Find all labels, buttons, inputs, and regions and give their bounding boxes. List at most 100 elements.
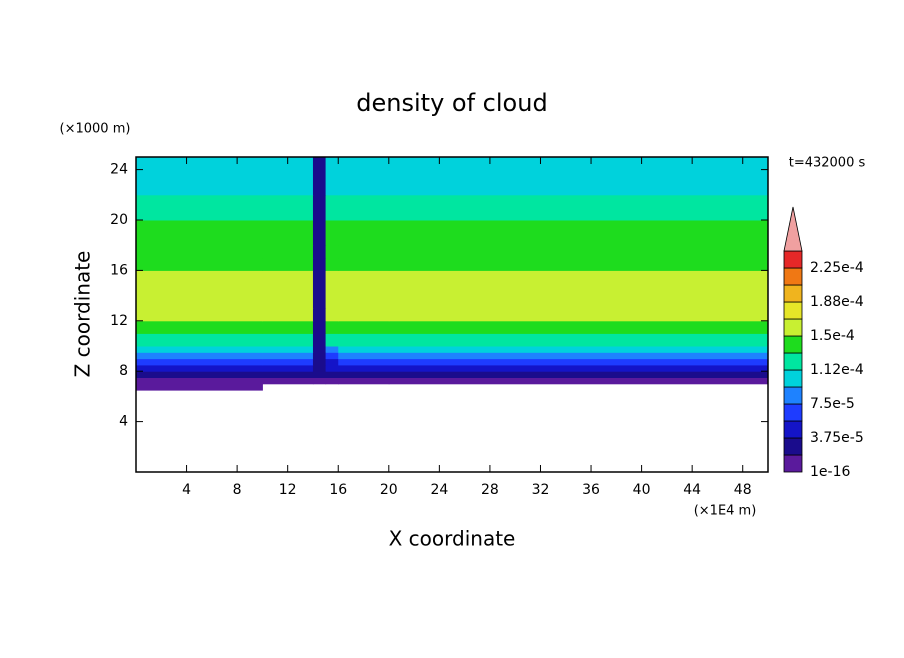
contour-cell (325, 157, 339, 196)
colorbar-box (783, 386, 803, 405)
y-tick-label: 8 (119, 363, 128, 379)
colorbar-box (783, 318, 803, 337)
contour-cell (325, 194, 339, 221)
contour-cell (262, 377, 314, 385)
colorbar-box (783, 267, 803, 286)
y-axis-unit: (×1000 m) (60, 122, 131, 137)
contour-cell (262, 364, 314, 372)
y-tick-label: 20 (110, 212, 128, 228)
colorbar-box (783, 403, 803, 422)
x-tick-label: 4 (182, 482, 191, 498)
contour-cell (312, 364, 327, 372)
contour-cell (136, 194, 263, 221)
x-tick-label: 8 (233, 482, 242, 498)
contour-cell (325, 352, 339, 360)
contour-cell (388, 371, 769, 378)
y-axis-label: Z coordinate (71, 251, 95, 378)
contour-cell (325, 364, 339, 372)
contour-cell (262, 320, 314, 334)
colorbar-box (783, 437, 803, 456)
contour-cell (136, 383, 263, 391)
contour-cell (338, 358, 390, 366)
contour-cell (262, 352, 314, 360)
contour-cell (312, 157, 327, 196)
colorbar-label: 3.75e-5 (810, 430, 864, 446)
x-tick-label: 16 (329, 482, 347, 498)
contour-cell (338, 346, 390, 353)
contour-cell (388, 270, 769, 309)
contour-cell (388, 320, 769, 334)
contour-cell (262, 308, 314, 322)
contour-cell (338, 220, 390, 246)
contour-cell (325, 245, 339, 259)
x-tick-label: 36 (582, 482, 600, 498)
contour-cell (388, 245, 769, 259)
contour-cell (136, 358, 263, 366)
contour-cell (325, 270, 339, 309)
contour-cell (136, 377, 263, 385)
y-tick-label: 24 (110, 162, 128, 178)
contour-cell (136, 245, 263, 259)
contour-cell (338, 377, 390, 385)
contour-cell (136, 270, 263, 309)
contour-cell (325, 371, 339, 378)
contour-cell (312, 320, 327, 334)
contour-cell (262, 194, 314, 221)
contour-cell (136, 346, 263, 353)
colorbar-box (783, 284, 803, 303)
y-tick-label: 4 (119, 414, 128, 430)
colorbar-box (783, 301, 803, 320)
contour-cell (325, 220, 339, 246)
x-axis-label: X coordinate (389, 527, 516, 551)
time-annotation: t=432000 s (789, 156, 866, 171)
contour-cell (262, 257, 314, 271)
x-tick-label: 28 (481, 482, 499, 498)
contour-cell (262, 371, 314, 378)
contour-cell (325, 346, 339, 353)
x-tick-label: 24 (430, 482, 448, 498)
x-tick-label: 12 (279, 482, 297, 498)
x-tick-label: 48 (734, 482, 752, 498)
contour-cell (136, 320, 263, 334)
contour-cell (388, 157, 769, 196)
contour-cell (325, 320, 339, 334)
contour-cell (312, 346, 327, 353)
colorbar-box (783, 335, 803, 354)
contour-cell (388, 358, 769, 366)
contour-cell (312, 333, 327, 347)
contour-cell (262, 333, 314, 347)
contour-cell (388, 308, 769, 322)
contour-cell (388, 352, 769, 360)
contour-cell (312, 352, 327, 360)
contour-cell (325, 257, 339, 271)
contour-cell (338, 257, 390, 271)
contour-cell (312, 377, 327, 385)
contour-cell (325, 358, 339, 366)
colorbar-label: 7.5e-5 (810, 396, 855, 412)
contour-cell (338, 308, 390, 322)
colorbar-label: 1.5e-4 (810, 328, 855, 344)
plot-frame (135, 156, 769, 473)
contour-cell (338, 194, 390, 221)
colorbar-label: 1e-16 (810, 464, 850, 480)
contour-cell (388, 346, 769, 353)
colorbar-triangle (783, 206, 803, 252)
contour-cell (136, 157, 263, 196)
colorbar-box (783, 250, 803, 269)
contour-cell (312, 308, 327, 322)
colorbar-label: 1.12e-4 (810, 362, 864, 378)
contour-cell (312, 245, 327, 259)
contour-cell (262, 346, 314, 353)
contour-cell (388, 257, 769, 271)
contour-cell (338, 333, 390, 347)
contour-cell (262, 220, 314, 246)
contour-cell (136, 220, 263, 246)
contour-cell (262, 358, 314, 366)
chart-title: density of cloud (356, 89, 547, 117)
x-tick-label: 40 (633, 482, 651, 498)
x-tick-label: 20 (380, 482, 398, 498)
contour-cell (325, 333, 339, 347)
colorbar-box (783, 454, 803, 473)
